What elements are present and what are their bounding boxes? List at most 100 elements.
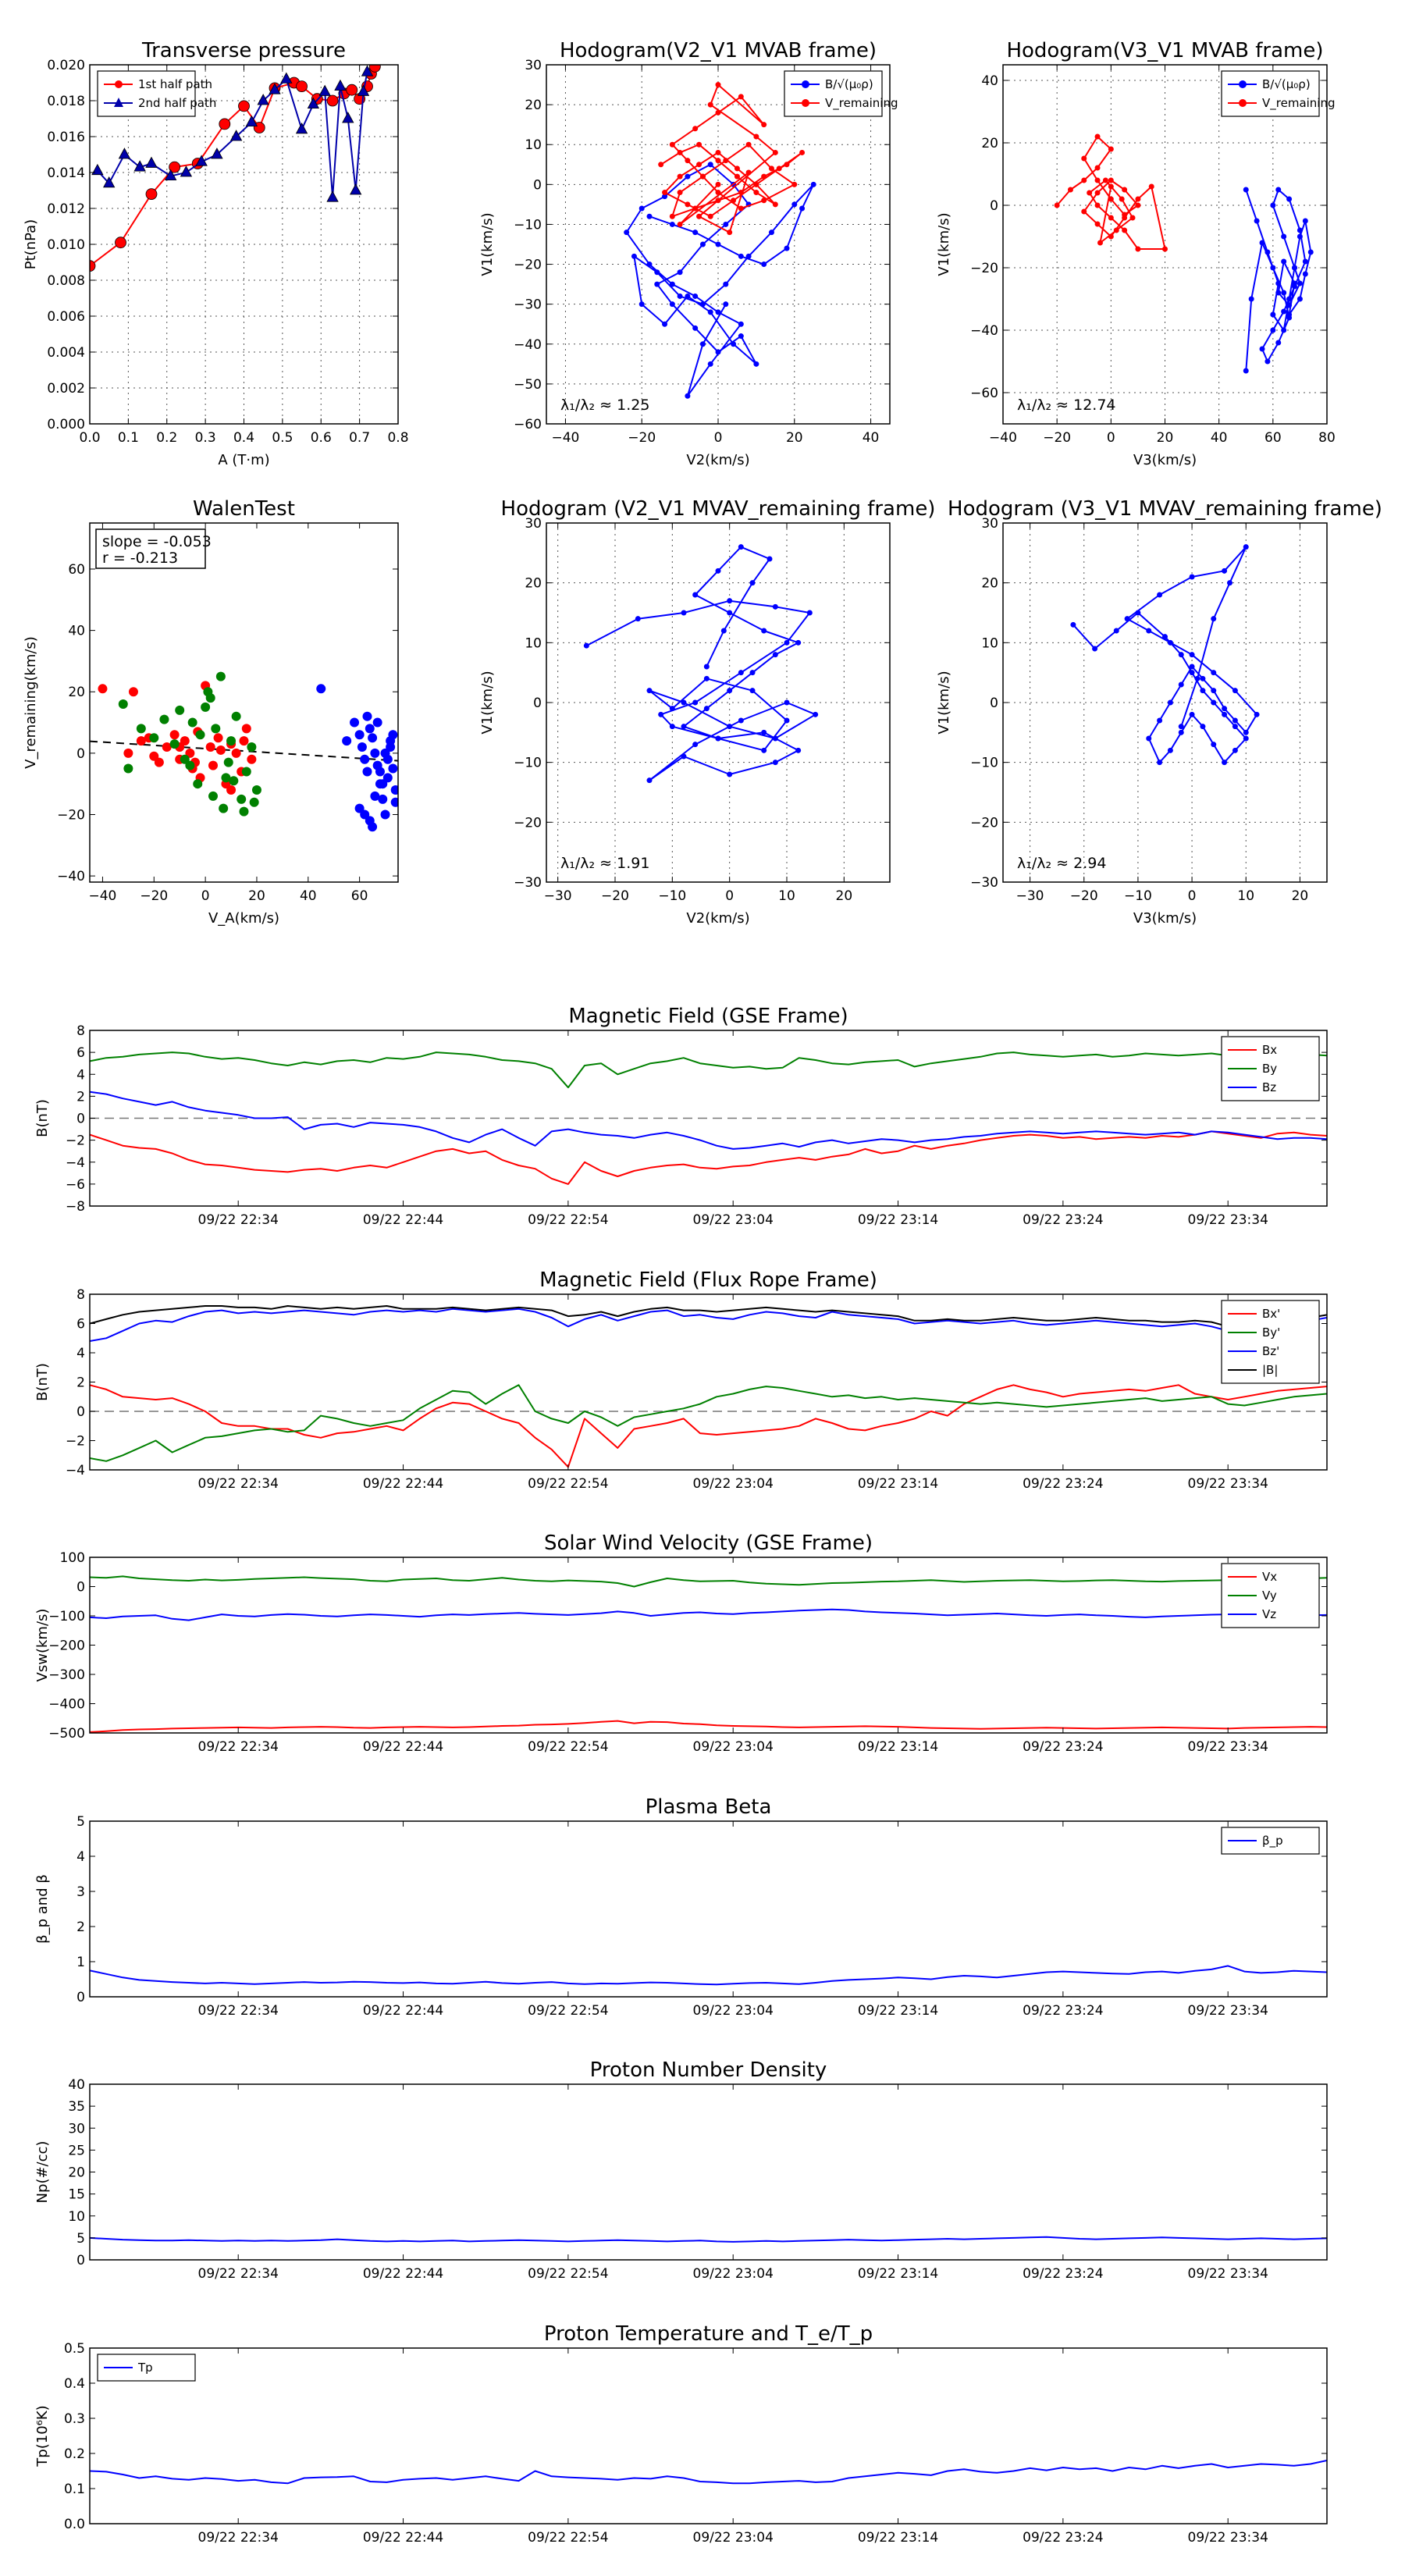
series-2-point [375, 767, 385, 777]
series-1-point [180, 754, 190, 764]
legend-label: 2nd half path [138, 96, 216, 110]
series-2-point [365, 724, 375, 734]
series-0-point [1189, 711, 1195, 717]
series-v-remaining-point [692, 126, 699, 132]
series-2nd-half-path-point [280, 72, 293, 84]
x-axis-label: V2(km/s) [686, 910, 749, 927]
series-0-point [795, 747, 802, 753]
y-tick-label: 0.002 [47, 381, 85, 397]
series-v-remaining-point [1081, 155, 1087, 162]
series-0-point [185, 748, 195, 758]
series-0-point [215, 745, 226, 755]
x-tick-label: 09/22 23:04 [693, 1212, 774, 1228]
y-tick-label: 0 [76, 1990, 85, 2005]
series-0-point [669, 706, 675, 712]
x-tick-label: 09/22 23:34 [1188, 2530, 1268, 2546]
series-tp-line [90, 2460, 1327, 2485]
series-0-point [208, 760, 218, 770]
series-0-point [1232, 688, 1238, 694]
y-tick-label: 6 [76, 1045, 85, 1061]
series-0-point [749, 580, 756, 586]
series-0-point [715, 735, 721, 742]
series-0-point [98, 684, 108, 694]
series-0-point [1167, 699, 1173, 706]
series-b-point [715, 309, 721, 315]
chart-hodogram-v3-v1-mvab: −40 −20 0 20 40 60 80 −60 −40 −20 0 20 40 Hodogram(V3… [936, 39, 1336, 468]
x-tick-label: 0.6 [311, 430, 332, 446]
series-1-point [215, 671, 226, 681]
y-tick-label: 25 [68, 2143, 85, 2158]
series-b-point [738, 253, 744, 259]
series-0-point [703, 675, 710, 681]
y-tick-label: 0.000 [47, 417, 85, 432]
series-1st-half-path-point [368, 65, 381, 73]
y-tick-label: 1 [76, 1955, 85, 1970]
series-2nd-half-path-point [91, 163, 104, 176]
series-v-remaining-point [677, 221, 683, 227]
y-tick-label: −30 [970, 875, 998, 891]
series-b-point [1281, 308, 1287, 315]
series-b-point [669, 281, 675, 287]
y-tick-label: 100 [60, 1550, 85, 1566]
x-tick-label: 40 [863, 430, 880, 446]
series-0-point [213, 733, 223, 743]
x-axis: −40 −20 0 20 40 60 80 [989, 65, 1336, 446]
series-0-point [241, 724, 251, 734]
series-b-point [692, 293, 699, 299]
y-tick-label: 10 [525, 137, 542, 153]
legend-label: Vz [1262, 1607, 1276, 1621]
series-b-point [1243, 187, 1249, 193]
legend-label: By [1262, 1062, 1277, 1076]
series-0-point [169, 730, 180, 740]
legend: Bx' By' Bz' |B| [1221, 1300, 1320, 1384]
series-0-point [681, 699, 687, 706]
series-1-point [239, 806, 249, 817]
series-v-remaining-point [1108, 196, 1114, 202]
series-1-point [118, 699, 128, 709]
x-axis: 09/22 22:34 09/22 22:44 09/22 22:54 09/22 2… [198, 2084, 1268, 2282]
y-axis: −30 −20 −10 0 10 20 30 [970, 516, 1327, 891]
series-v-remaining-point [1102, 177, 1108, 183]
series-0-point [715, 568, 721, 574]
series-v-remaining-point [696, 213, 702, 219]
series-0-point [1200, 675, 1206, 681]
series-0-point [669, 724, 675, 730]
series-b-point [1281, 258, 1287, 265]
x-tick-label: −40 [89, 888, 117, 904]
y-axis: −40 −20 0 20 40 60 [57, 562, 398, 884]
series-1-point [249, 797, 259, 807]
y-tick-label: 4 [76, 1346, 85, 1361]
series-0-point [784, 717, 790, 724]
series-v-remaining-point [723, 158, 729, 164]
y-tick-label: 60 [68, 562, 85, 578]
series-0-point [1146, 628, 1152, 634]
series-b-point [723, 301, 729, 308]
chart-solar-wind-velocity: 09/22 22:34 09/22 22:44 09/22 22:54 09/22 2… [34, 1532, 1328, 1755]
x-tick-label: 09/22 23:34 [1188, 1212, 1268, 1228]
chart-title: WalenTest [193, 497, 295, 521]
y-tick-label: 8 [76, 1287, 85, 1303]
y-tick-label: −300 [48, 1667, 85, 1683]
y-tick-label: 0.018 [47, 94, 85, 109]
x-tick-label: −10 [1124, 888, 1152, 904]
series-b-point [768, 229, 774, 236]
y-tick-label: −40 [970, 323, 998, 339]
series-v-remaining-point [677, 149, 683, 155]
x-tick-label: −10 [658, 888, 686, 904]
legend-frame [1221, 70, 1320, 117]
series-0-point [1189, 670, 1195, 676]
x-tick-label: 09/22 22:34 [198, 1212, 279, 1228]
series-1-point [185, 760, 195, 770]
x-tick-label: 0.8 [387, 430, 408, 446]
series-v-remaining-point [1108, 183, 1114, 190]
y-tick-label: 20 [981, 576, 998, 592]
series-b-point [723, 281, 729, 287]
series-v-remaining-point [1129, 215, 1136, 221]
series-b-point [1270, 327, 1276, 333]
series-1-point [123, 763, 133, 774]
series-b-point [745, 253, 752, 259]
x-tick-label: 09/22 23:24 [1023, 1739, 1103, 1755]
series-2-point [390, 797, 398, 807]
